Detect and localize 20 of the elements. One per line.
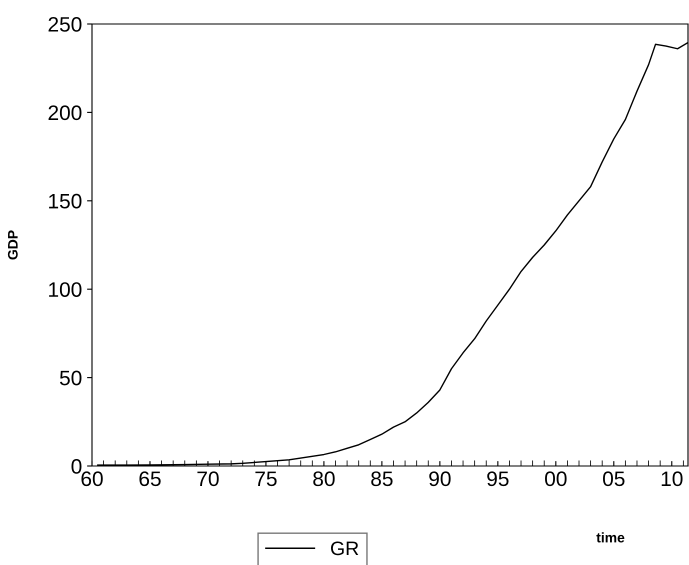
- y-tick-label: 100: [49, 282, 82, 297]
- x-tick-label: 00: [545, 471, 567, 486]
- x-tick-label: 60: [81, 471, 103, 486]
- y-tick-label: 200: [48, 105, 82, 120]
- x-tick-label: 05: [603, 471, 625, 486]
- y-tick-label: 150: [49, 194, 82, 209]
- y-tick-label: 50: [60, 370, 82, 386]
- y-axis-title: GDP: [8, 230, 18, 260]
- x-tick-label: 10: [662, 471, 683, 486]
- x-tick-label: 85: [371, 471, 393, 486]
- x-axis-title: time: [596, 532, 624, 542]
- x-tick-label: 90: [429, 471, 451, 486]
- y-tick-label: 0: [72, 459, 82, 474]
- x-tick-label: 65: [139, 471, 161, 486]
- y-tick-label: 250: [48, 17, 82, 32]
- legend-label: GR: [331, 541, 358, 556]
- x-tick-label: 70: [197, 471, 219, 486]
- x-tick-label: 80: [313, 471, 335, 486]
- x-tick-label: 95: [487, 471, 509, 486]
- x-tick-label: 75: [255, 472, 277, 486]
